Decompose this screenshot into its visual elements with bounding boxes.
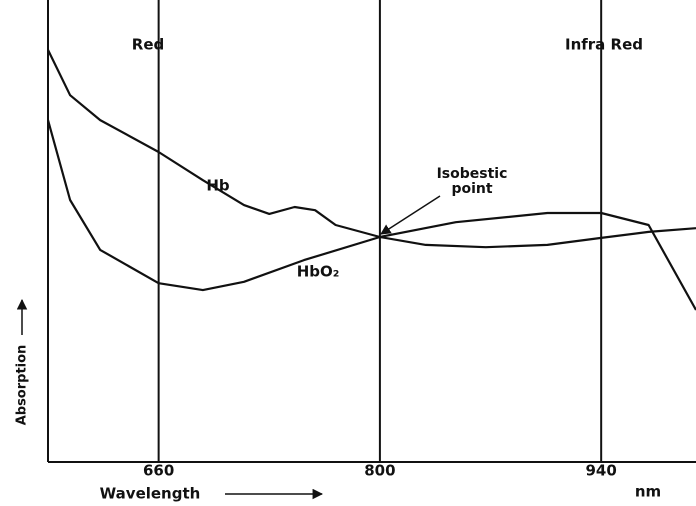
x-tick-label: 800 (364, 462, 395, 480)
data-line (46, 119, 696, 311)
annotation: Infra Red (565, 36, 643, 54)
x-tick-label: 940 (586, 462, 617, 480)
annotation: Red (132, 36, 164, 54)
series-label: Hb (206, 177, 230, 195)
annotation-arrow (380, 195, 441, 235)
annotation: Isobestic (437, 166, 508, 182)
annotation: point (451, 181, 492, 197)
y-axis-label: Absorption (15, 345, 30, 426)
data-line (47, 49, 696, 249)
x-unit: nm (635, 483, 661, 501)
x-axis-label: Wavelength (100, 485, 201, 503)
x-tick-label: 660 (143, 462, 174, 480)
series-label: HbO₂ (297, 263, 340, 281)
